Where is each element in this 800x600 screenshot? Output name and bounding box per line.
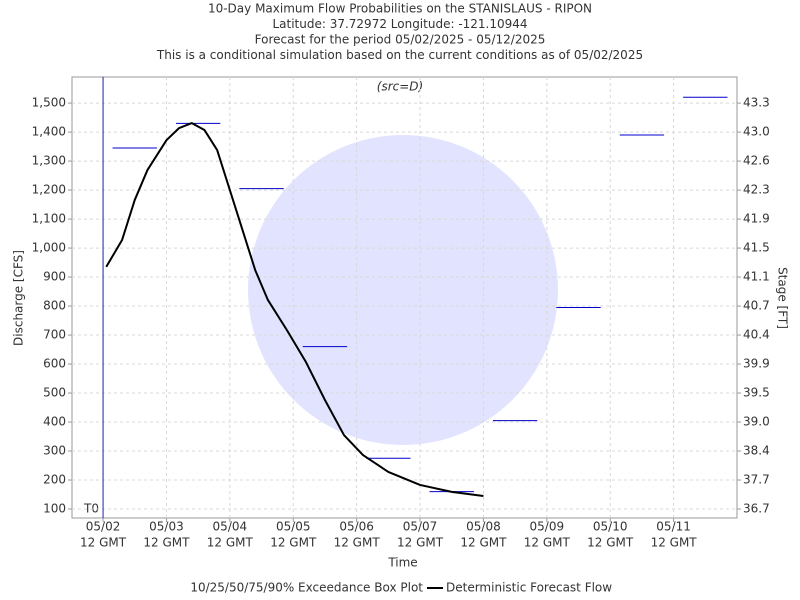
chart-title: Latitude: 37.72972 Longitude: -121.10944 <box>272 17 527 31</box>
x-tick-label: 05/07 <box>403 520 438 534</box>
y2-tick-label: 36.7 <box>743 502 770 516</box>
y2-axis-label: Stage [FT] <box>776 267 790 329</box>
x-tick-label: 05/10 <box>593 520 628 534</box>
y2-tick-label: 41.5 <box>743 241 770 255</box>
y-tick-label: 1,500 <box>32 96 66 110</box>
t0-label: T0 <box>83 502 99 516</box>
y-tick-label: 700 <box>43 328 66 342</box>
y2-tick-label: 37.7 <box>743 473 770 487</box>
x-tick-label: 05/09 <box>530 520 565 534</box>
y2-tick-label: 38.4 <box>743 444 770 458</box>
chart-title: Forecast for the period 05/02/2025 - 05/… <box>255 33 546 47</box>
y-tick-label: 1,300 <box>32 154 66 168</box>
y2-tick-label: 41.1 <box>743 270 770 284</box>
y2-tick-label: 42.6 <box>743 154 770 168</box>
watermark <box>248 135 558 445</box>
y-axis-label: Discharge [CFS] <box>12 250 26 346</box>
y-tick-label: 1,200 <box>32 183 66 197</box>
x-tick-sublabel: 12 GMT <box>143 536 190 550</box>
x-tick-sublabel: 12 GMT <box>80 536 127 550</box>
y2-tick-label: 39.9 <box>743 357 770 371</box>
subtitle: (src=D) <box>377 80 423 94</box>
x-tick-label: 05/02 <box>86 520 121 534</box>
x-tick-sublabel: 12 GMT <box>460 536 507 550</box>
y-tick-label: 1,400 <box>32 125 66 139</box>
x-tick-sublabel: 12 GMT <box>334 536 381 550</box>
x-tick-label: 05/06 <box>339 520 374 534</box>
x-tick-sublabel: 12 GMT <box>270 536 317 550</box>
x-tick-sublabel: 12 GMT <box>651 536 698 550</box>
chart-title: This is a conditional simulation based o… <box>156 48 643 62</box>
y2-tick-label: 41.9 <box>743 212 770 226</box>
y2-tick-label: 43.0 <box>743 125 770 139</box>
y2-tick-label: 39.5 <box>743 386 770 400</box>
x-tick-sublabel: 12 GMT <box>587 536 634 550</box>
y2-tick-label: 40.7 <box>743 299 770 313</box>
x-tick-label: 05/08 <box>466 520 501 534</box>
chart-title: 10-Day Maximum Flow Probabilities on the… <box>208 2 592 16</box>
y-tick-label: 800 <box>43 299 66 313</box>
x-tick-sublabel: 12 GMT <box>397 536 444 550</box>
x-tick-label: 05/03 <box>149 520 184 534</box>
x-tick-sublabel: 12 GMT <box>207 536 254 550</box>
y-tick-label: 300 <box>43 444 66 458</box>
plot-frame <box>71 76 738 519</box>
legend-label: Deterministic Forecast Flow <box>446 581 612 595</box>
y-tick-label: 400 <box>43 415 66 429</box>
x-tick-label: 05/11 <box>656 520 691 534</box>
y-tick-label: 200 <box>43 473 66 487</box>
y2-tick-label: 43.3 <box>743 96 770 110</box>
x-tick-label: 05/05 <box>276 520 311 534</box>
y-tick-label: 500 <box>43 386 66 400</box>
y-tick-label: 100 <box>43 502 66 516</box>
y2-tick-label: 42.3 <box>743 183 770 197</box>
x-tick-label: 05/04 <box>213 520 248 534</box>
y2-tick-label: 39.0 <box>743 415 770 429</box>
y-tick-label: 600 <box>43 357 66 371</box>
x-axis-label: Time <box>387 556 417 570</box>
y2-tick-label: 40.4 <box>743 328 770 342</box>
y-tick-label: 1,100 <box>32 212 66 226</box>
forecast-line <box>105 122 484 497</box>
x-tick-sublabel: 12 GMT <box>524 536 571 550</box>
y-tick-label: 1,000 <box>32 241 66 255</box>
legend-label: 10/25/50/75/90% Exceedance Box Plot <box>190 581 423 595</box>
y-tick-label: 900 <box>43 270 66 284</box>
